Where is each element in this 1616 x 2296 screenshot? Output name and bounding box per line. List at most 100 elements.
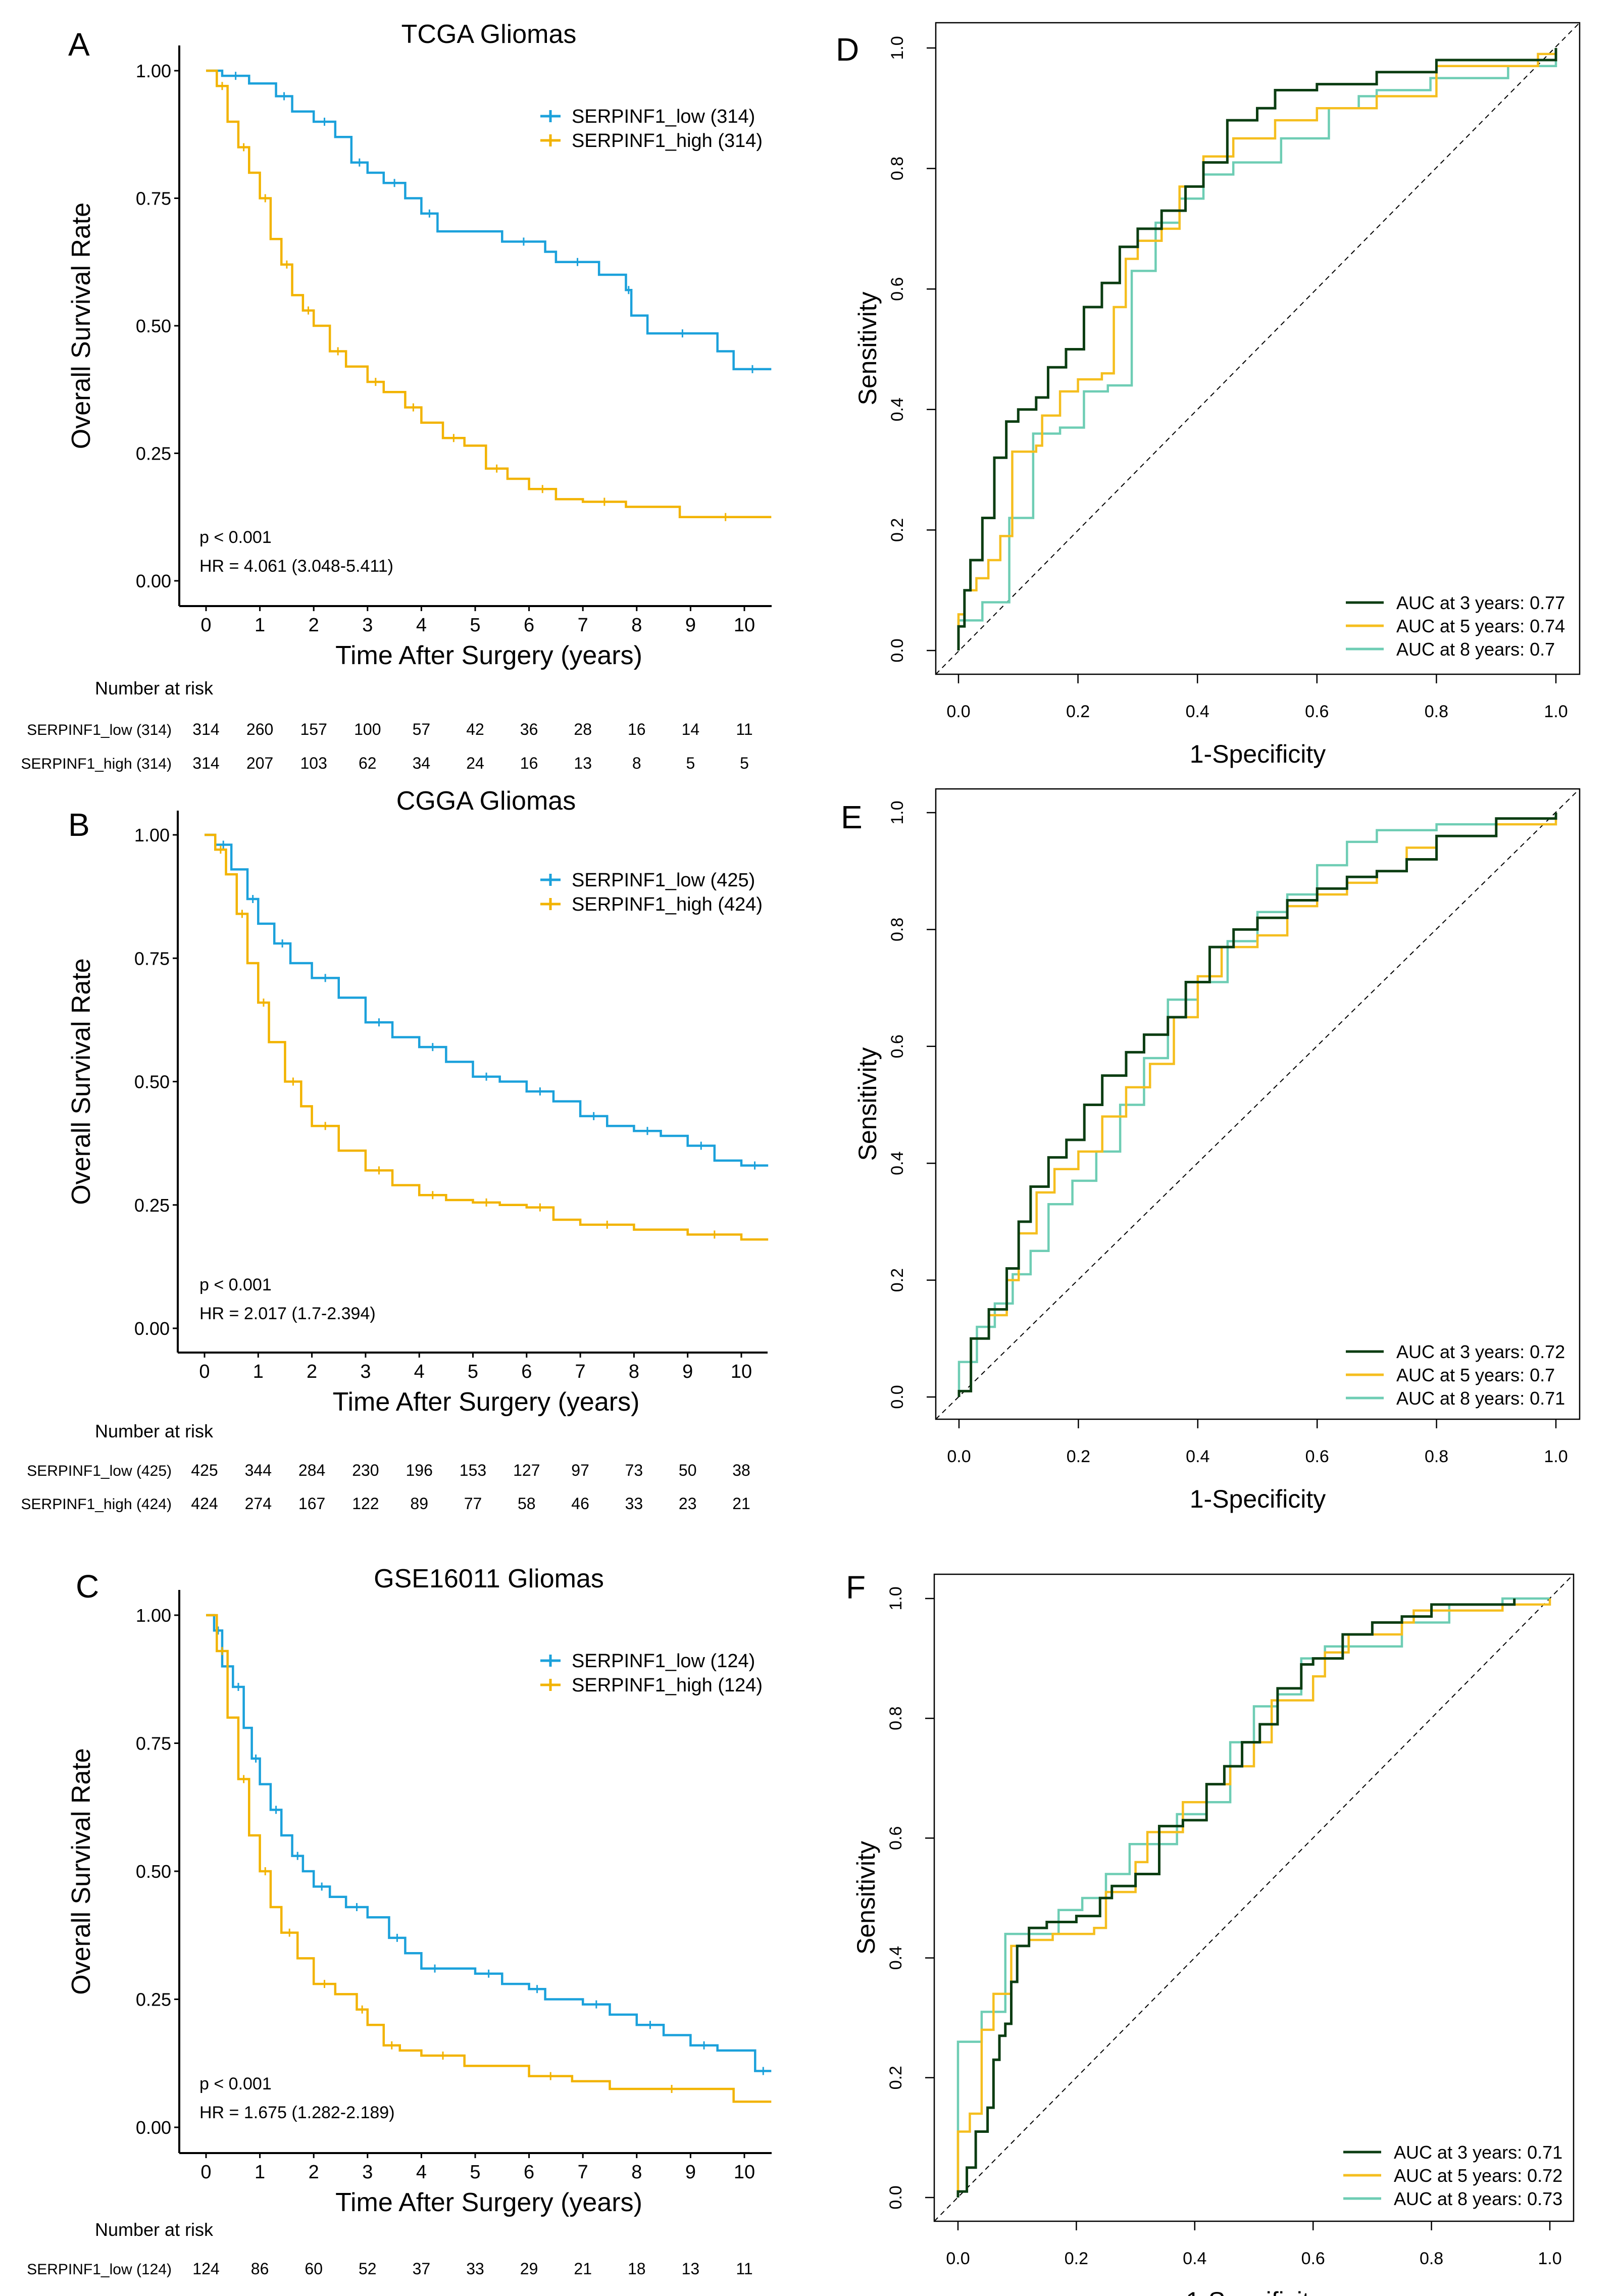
y-tick-label: 0.0: [886, 2185, 905, 2209]
x-axis-label: Time After Surgery (years): [335, 641, 642, 670]
censor-mark: [647, 2021, 653, 2029]
x-tick-label: 5: [468, 1361, 478, 1382]
y-tick-label: 0.50: [134, 1072, 170, 1092]
risk-count: 8: [632, 754, 641, 772]
y-tick-label: 0.25: [134, 1195, 170, 1216]
y-tick-label: 0.25: [136, 443, 171, 464]
y-tick-label: 0.50: [136, 316, 171, 336]
risk-count: 33: [466, 2260, 484, 2278]
risk-count: 13: [682, 2260, 700, 2278]
censor-mark: [601, 497, 608, 506]
y-tick-label: 0.2: [888, 1268, 907, 1292]
x-tick-label: 4: [414, 1361, 425, 1382]
x-tick-label: 9: [682, 1361, 693, 1382]
survival-curve-high: [206, 1614, 772, 2103]
legend-label: AUC at 3 years: 0.72: [1396, 1341, 1565, 1362]
risk-count: 21: [732, 1494, 750, 1513]
panel-letter: D: [836, 31, 859, 68]
censor-mark: [749, 365, 755, 373]
censor-mark: [372, 378, 379, 386]
risk-count: 314: [192, 754, 219, 772]
censor-mark: [322, 1122, 329, 1130]
censor-mark: [322, 974, 329, 982]
x-tick-label: 3: [362, 615, 373, 636]
risk-table-title: Number at risk: [95, 1421, 214, 1441]
roc-curve-3y: [956, 1599, 1516, 2198]
risk-count: 8: [578, 2295, 587, 2296]
x-tick-label: 1.0: [1544, 702, 1568, 721]
p-value-text: p < 0.001: [199, 2074, 272, 2093]
legend-label: AUC at 3 years: 0.77: [1396, 592, 1565, 613]
y-tick-label: 1.0: [888, 801, 907, 824]
censor-mark: [305, 306, 312, 315]
x-tick-label: 6: [524, 2162, 534, 2183]
risk-count: 284: [298, 1461, 325, 1479]
risk-count: 274: [245, 1494, 272, 1513]
legend-label: AUC at 5 years: 0.72: [1394, 2165, 1562, 2186]
y-tick-label: 0.75: [136, 1733, 171, 1754]
y-tick-label: 0.8: [888, 157, 907, 180]
censor-mark: [376, 1166, 382, 1175]
x-tick-label: 3: [360, 1361, 371, 1382]
censor-mark: [219, 82, 225, 90]
x-tick-label: 1: [255, 2162, 265, 2183]
censor-mark: [321, 118, 328, 126]
censor-mark: [534, 1985, 540, 1993]
risk-row-label: SERPINF1_high (314): [21, 756, 172, 772]
risk-count: 28: [574, 720, 592, 738]
risk-count: 58: [518, 1494, 536, 1513]
x-tick-label: 4: [416, 615, 427, 636]
y-axis-label: Overall Survival Rate: [67, 958, 96, 1205]
risk-row-label: SERPINF1_high (424): [21, 1496, 172, 1513]
legend-label: SERPINF1_low (425): [572, 870, 755, 891]
risk-count: 230: [352, 1461, 379, 1479]
censor-mark: [354, 1903, 360, 1911]
censor-mark: [450, 434, 457, 442]
censor-mark: [679, 329, 686, 338]
x-tick-label: 0.0: [946, 702, 970, 721]
y-tick-label: 0.8: [886, 1707, 905, 1730]
roc-curve-8y: [957, 813, 1557, 1397]
censor-mark: [604, 1220, 611, 1229]
x-tick-label: 0.8: [1420, 2249, 1443, 2268]
x-tick-label: 0.2: [1067, 1447, 1090, 1466]
risk-count: 35: [305, 2295, 323, 2296]
x-tick-label: 0.6: [1301, 2249, 1325, 2268]
censor-mark: [359, 2005, 366, 2014]
risk-count: 260: [246, 720, 273, 738]
y-tick-label: 0.75: [134, 948, 170, 969]
censor-mark: [262, 1867, 269, 1875]
y-tick-label: 0.0: [888, 638, 907, 662]
risk-count: 46: [571, 1494, 589, 1513]
risk-count: 11: [736, 2260, 752, 2278]
risk-count: 14: [682, 720, 700, 738]
x-tick-label: 0.8: [1425, 702, 1448, 721]
risk-count: 36: [520, 720, 538, 738]
censor-mark: [279, 939, 286, 947]
risk-count: 77: [464, 1494, 482, 1513]
risk-count: 157: [300, 720, 327, 738]
y-axis-label: Overall Survival Rate: [67, 203, 96, 449]
censor-mark: [698, 1141, 704, 1150]
risk-count: 11: [736, 720, 752, 738]
censor-mark: [429, 1043, 436, 1052]
censor-mark: [281, 92, 287, 101]
censor-mark: [290, 1077, 296, 1086]
y-tick-label: 1.00: [134, 825, 170, 845]
risk-count: 86: [251, 2260, 269, 2278]
censor-mark: [220, 840, 227, 849]
risk-count: 18: [628, 2260, 646, 2278]
censor-mark: [294, 1852, 301, 1860]
hazard-ratio-text: HR = 1.675 (1.282-2.189): [199, 2103, 395, 2122]
legend-label: SERPINF1_high (424): [572, 894, 763, 915]
panel-d: D 0.0 0.2 0.4 0.6 0.8 1.0 0.0 0.2 0.4 0.6 0.8 1.0 1-S…: [836, 22, 1581, 768]
x-tick-label: 2: [307, 1361, 317, 1382]
risk-row-label: SERPINF1_low (425): [27, 1463, 172, 1479]
risk-count: 29: [520, 2260, 538, 2278]
risk-count: 25: [359, 2295, 377, 2296]
censor-mark: [252, 1754, 259, 1763]
risk-count: 17: [413, 2295, 431, 2296]
y-axis-label: Overall Survival Rate: [67, 1748, 96, 1994]
roc-curve-5y: [956, 1599, 1551, 2198]
